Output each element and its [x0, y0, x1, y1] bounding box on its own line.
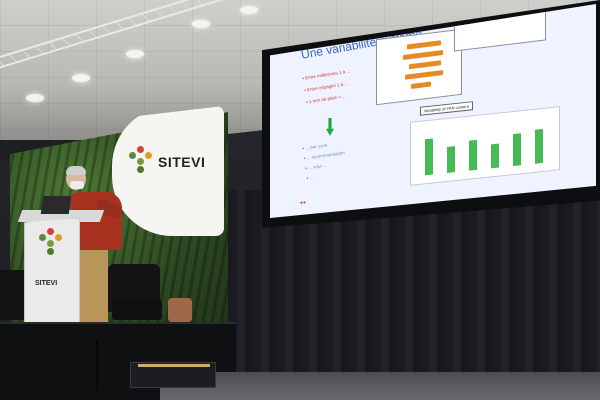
- banner-brand-text: SITEVI: [158, 154, 206, 170]
- armchair-seat: [112, 300, 162, 320]
- slide-sub-bullet: ... suivi ...: [305, 160, 347, 171]
- arrow-down-icon: [326, 118, 334, 136]
- ceiling-light: [240, 6, 258, 14]
- chart-bar: [491, 143, 499, 169]
- chart-bar: [407, 40, 441, 50]
- chart-bar: [513, 133, 521, 167]
- chart-bar: [469, 139, 477, 171]
- slide-bullet: Entre millésimes 1 à ...: [302, 68, 351, 81]
- slide-sub-bullet: ...: [306, 170, 348, 181]
- slide-sub-bullet: ... recommandation: [303, 150, 345, 161]
- chart-bar: [535, 128, 543, 164]
- podium-brand-text: SITEVI: [35, 280, 58, 287]
- podium: [24, 218, 80, 332]
- floor: [160, 372, 600, 400]
- ceiling-light: [126, 50, 144, 58]
- slide-chart-title: Variability of YAN content: [420, 101, 473, 116]
- bag: [168, 298, 192, 322]
- step-light: [138, 364, 210, 367]
- chart-bar: [447, 146, 455, 173]
- face-mask: [70, 181, 84, 189]
- slide-bullet: Entre cépages 1 à ...: [304, 80, 353, 93]
- ceiling-light: [192, 20, 210, 28]
- presenter-hair: [66, 166, 86, 175]
- chart-bar: [405, 70, 443, 80]
- laptop-icon: [40, 196, 72, 214]
- side-chair: [0, 270, 24, 320]
- banner-logo-panel: [112, 106, 224, 236]
- podium-logo-icon: [38, 228, 64, 258]
- chart-bar: [425, 138, 433, 176]
- slide-footer-logo: ●●: [299, 199, 307, 207]
- ceiling-light: [26, 94, 44, 102]
- slide-sub-bullets: ... per cuve ... recommandation ... suiv…: [302, 140, 349, 185]
- slide-vertical-bar-chart: [410, 106, 560, 186]
- sitevi-logo-icon: [128, 146, 154, 176]
- slide-sub-bullet: ... per cuve: [302, 140, 344, 151]
- slide-bullets: Entre millésimes 1 à ... Entre cépages 1…: [302, 68, 355, 111]
- chart-bar: [409, 60, 441, 70]
- slide-horizontal-bar-chart: [376, 28, 462, 106]
- chart-bar: [403, 50, 443, 60]
- ceiling-light: [72, 74, 90, 82]
- slide-bullet: 1 mm de pluie ≈ ...: [306, 92, 355, 105]
- chart-bar: [411, 81, 431, 89]
- cable: [96, 340, 98, 390]
